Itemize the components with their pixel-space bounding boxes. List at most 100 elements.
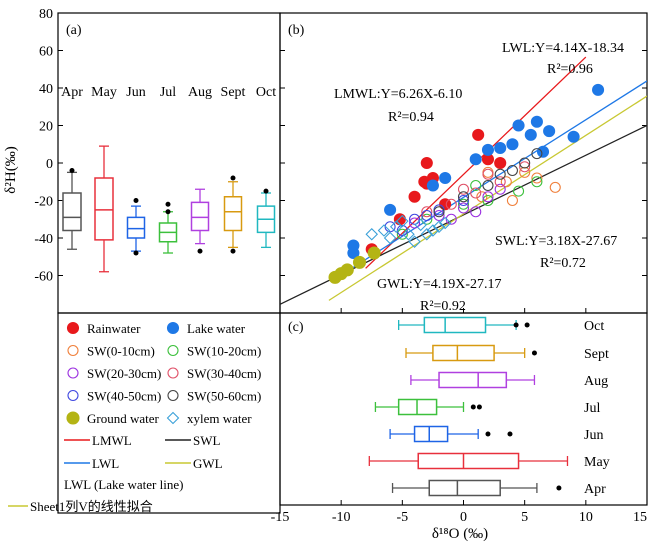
point-sw-10-20cm- (512, 185, 525, 197)
box-may: May (91, 85, 117, 273)
point-sw-0-10cm- (531, 172, 543, 184)
point-sw-20-30cm- (409, 217, 421, 229)
point-sw-50-60cm- (433, 206, 445, 218)
point-sw-40-50cm- (421, 209, 433, 222)
outlier-point (513, 322, 519, 328)
point-lake-water (481, 143, 495, 156)
y-tick-label: -20 (34, 195, 53, 210)
panel-b-label: (b) (288, 23, 305, 38)
outlier-point (197, 248, 203, 254)
point-ground-water (352, 255, 367, 269)
month-label: May (91, 85, 117, 100)
outlier-point (230, 175, 236, 181)
point-lake-water (543, 125, 556, 138)
panel-c: (c) Oct Sept Aug Jul Jun May Apr -15 -10 -5 0 5 10 1… (271, 308, 648, 542)
legend-label-swl: SWL (193, 433, 221, 448)
point-sw-50-60cm- (482, 179, 494, 192)
fit-line-lwl (353, 80, 647, 268)
point-lake-water (469, 153, 482, 166)
point-sw-10-20cm- (531, 176, 543, 188)
swl-equation: SWL:Y=3.18X-27.67 (495, 234, 617, 249)
fit-line-gwl (328, 95, 647, 301)
box-jul: Jul (158, 85, 178, 254)
outlier-point (531, 350, 537, 356)
point-sw-50-60cm- (531, 148, 543, 160)
point-lake-water (567, 130, 580, 143)
panel-a: (a) Apr May Jun Jul Aug Sept Oct (57, 12, 281, 314)
legend-marker-xylem (166, 411, 180, 425)
lmwl-r2: R²=0.94 (388, 110, 434, 125)
legend-marker-sw4050 (67, 389, 79, 402)
point-lake-water (347, 246, 360, 260)
box-body (190, 201, 210, 232)
legend-lwl-note: LWL (Lake water line) (64, 477, 183, 492)
legend-label-sw4050: SW(40-50cm) (87, 389, 161, 404)
gwl-equation: GWL:Y=4.19X-27.17 (377, 277, 502, 292)
box-jun: Jun (126, 85, 146, 256)
box-body (223, 196, 243, 232)
point-sw-20-30cm- (470, 206, 482, 218)
lmwl-equation: LMWL:Y=6.26X-6.10 (334, 87, 462, 102)
hbox-may: May (368, 452, 610, 470)
box-body (94, 177, 114, 241)
point-xylem-water (408, 235, 421, 249)
month-label: Oct (256, 85, 276, 100)
outlier-point (165, 201, 171, 207)
point-lake-water (426, 179, 439, 192)
legend-label-sw1020: SW(10-20cm) (187, 344, 261, 359)
point-rainwater (494, 156, 507, 170)
month-label: Sept (584, 347, 609, 362)
legend-label-sw3040: SW(30-40cm) (187, 366, 261, 381)
outlier-point (69, 168, 75, 173)
hbox-oct: Oct (398, 316, 604, 334)
outlier-point (524, 322, 530, 328)
outlier-point (485, 431, 491, 437)
outlier-point (263, 188, 269, 194)
point-lake-water (439, 171, 452, 185)
legend-marker-sw2030 (67, 367, 79, 379)
box-body (428, 479, 501, 497)
point-sw-30-40cm- (445, 198, 457, 210)
point-ground-water (340, 263, 354, 277)
legend-label-sw010: SW(0-10cm) (87, 344, 155, 359)
y-tick-label: 60 (39, 45, 53, 60)
point-sw-30-40cm- (494, 176, 506, 188)
point-xylem-water (365, 227, 379, 241)
point-xylem-water (377, 224, 391, 237)
point-sw-30-40cm- (470, 187, 482, 199)
point-lake-water (494, 141, 507, 155)
gwl-r2: R²=0.92 (420, 299, 466, 314)
legend-label-lake: Lake water (187, 321, 246, 336)
point-rainwater (408, 190, 421, 203)
x-tick-label: 5 (521, 510, 528, 525)
point-lake-water (524, 128, 537, 141)
x-tick-label: 10 (579, 510, 593, 525)
legend-label-sw2030: SW(20-30cm) (87, 366, 161, 381)
point-lake-water (506, 138, 519, 151)
point-sw-10-20cm- (470, 179, 482, 192)
point-xylem-water (432, 220, 446, 234)
month-label: Aug (584, 374, 608, 389)
point-sw-30-40cm- (482, 168, 494, 180)
point-sw-0-10cm- (500, 176, 512, 188)
panel-b-frame (279, 12, 648, 314)
box-sept: Sept (221, 85, 246, 254)
point-sw-50-60cm- (519, 157, 531, 169)
hbox-jun: Jun (389, 425, 603, 443)
point-sw-30-40cm- (457, 183, 470, 195)
point-sw-10-20cm- (482, 194, 494, 207)
y-tick-label: -60 (34, 270, 53, 285)
point-sw-50-60cm- (506, 164, 518, 177)
outlier-point (165, 209, 171, 215)
legend-label-ground: Ground water (87, 411, 160, 426)
point-sw-30-40cm- (519, 161, 531, 173)
hbox-apr: Apr (391, 479, 606, 497)
box-body (438, 371, 508, 389)
y-tick-label: 0 (46, 157, 53, 172)
point-sw-20-30cm- (494, 183, 506, 195)
panel-a-frame (57, 12, 281, 314)
outlier-point (507, 431, 513, 437)
point-sw-50-60cm- (494, 168, 506, 180)
legend-marker-ground (66, 411, 80, 425)
hbox-aug: Aug (410, 371, 608, 389)
